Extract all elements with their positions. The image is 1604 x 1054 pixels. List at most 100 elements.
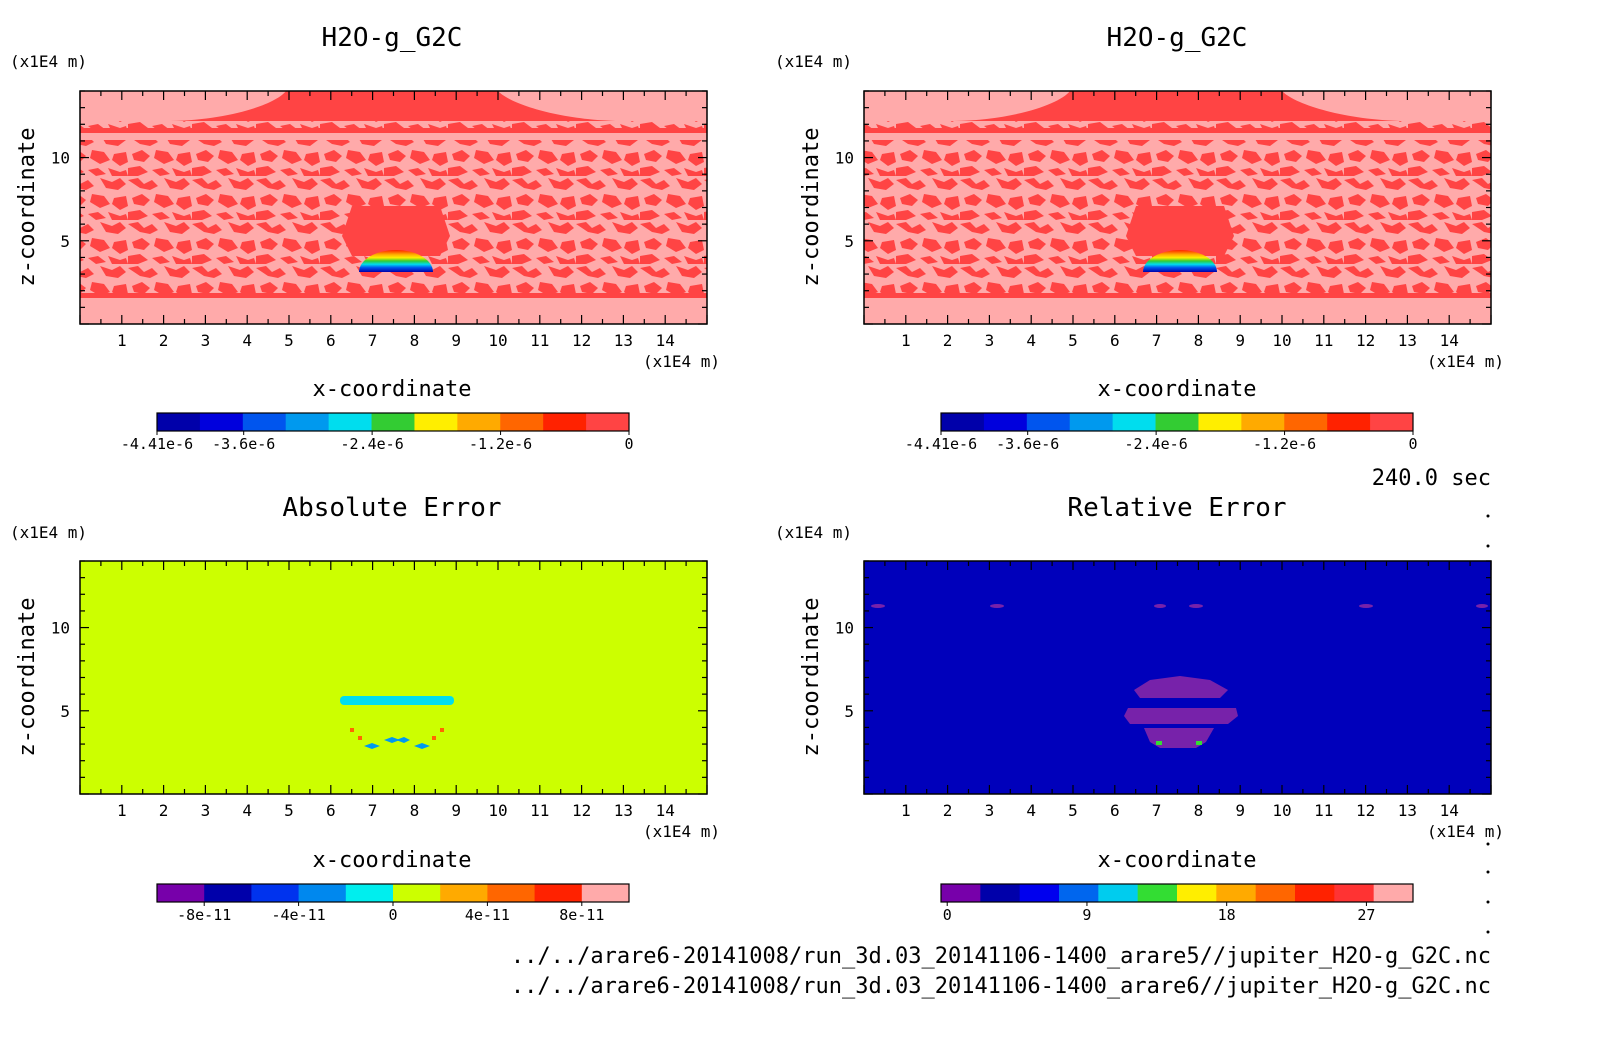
z-tick-label: 10: [51, 619, 70, 638]
panel-title: H2O-g_G2C: [322, 23, 463, 53]
colorbar-segment: [1059, 884, 1099, 902]
colorbar-segment: [251, 884, 300, 902]
colorbar-segment: [1098, 884, 1139, 902]
colorbar-segment: [1069, 413, 1114, 431]
colorbar-tick-label: -4.41e-6: [905, 435, 977, 453]
file-path-1: ../../arare6-20141008/run_3d.03_20141106…: [511, 944, 1491, 969]
x-axis-label: x-coordinate: [313, 848, 472, 873]
x-tick-label: 4: [1026, 331, 1036, 350]
x-tick-label: 14: [656, 801, 675, 820]
colorbar-segment: [371, 413, 415, 431]
edge-dots: [1486, 514, 1490, 934]
x-tick-label: 9: [451, 801, 461, 820]
plot-area: [863, 90, 1492, 325]
colorbar-segment: [1334, 884, 1375, 902]
x-unit-label: (x1E4 m): [1427, 822, 1504, 841]
colorbar-segment: [1216, 884, 1257, 902]
colorbar-tick-label: 4e-11: [465, 906, 510, 924]
x-tick-label: 1: [117, 801, 127, 820]
x-tick-label: 14: [656, 331, 675, 350]
colorbar-segment: [242, 413, 287, 431]
colorbar-segment: [534, 884, 583, 902]
x-tick-label: 1: [901, 331, 911, 350]
panel-field-arare5: H2O-g_G2C (x1E4 m) 1 2 3 4 5 6 7 8 9 10 11 12 13 14 5…: [10, 23, 720, 453]
colorbar-segment: [1295, 884, 1335, 902]
z-tick-label: 5: [844, 232, 854, 251]
plot-area: [863, 560, 1492, 795]
colorbar: -4.41e-6 -3.6e-6 -2.4e-6 -1.2e-6 0: [121, 412, 634, 453]
x-tick-label: 4: [242, 801, 252, 820]
colorbar-tick-label: 0: [1408, 435, 1417, 453]
colorbar-tick-label: -1.2e-6: [469, 435, 532, 453]
x-axis-label: x-coordinate: [313, 377, 472, 402]
colorbar-segment: [1198, 413, 1242, 431]
x-tick-label: 3: [201, 331, 211, 350]
x-tick-label: 12: [1356, 331, 1375, 350]
colorbar: -8e-11 -4e-11 0 4e-11 8e-11: [156, 883, 630, 924]
colorbar-segment: [285, 413, 330, 431]
colorbar-segment: [1284, 413, 1328, 431]
colorbar-tick-label: -4.41e-6: [121, 435, 193, 453]
colorbar-tick-label: -4e-11: [272, 906, 326, 924]
x-tick-label: 1: [901, 801, 911, 820]
x-tick-label: 6: [326, 331, 336, 350]
x-tick-label: 3: [985, 331, 995, 350]
x-tick-label: 6: [1110, 801, 1120, 820]
x-tick-label: 7: [1152, 331, 1162, 350]
colorbar-tick-label: 27: [1357, 906, 1375, 924]
colorbar-tick-label: -3.6e-6: [212, 435, 275, 453]
colorbar-tick-label: 0: [388, 906, 397, 924]
colorbar-segment: [1112, 413, 1157, 431]
colorbar-segment: [941, 413, 985, 431]
x-tick-label: 2: [159, 801, 169, 820]
colorbar-segment: [440, 884, 488, 902]
x-tick-label: 10: [1272, 801, 1291, 820]
colorbar-segment: [487, 884, 536, 902]
colorbar-segment: [543, 413, 587, 431]
colorbar: 0 9 18 27: [940, 883, 1414, 924]
z-axis-label: z-coordinate: [799, 128, 824, 287]
x-tick-label: 11: [530, 331, 549, 350]
colorbar-border: [940, 412, 1414, 432]
colorbar-tick-label: 0: [943, 906, 952, 924]
x-tick-label: 10: [488, 801, 507, 820]
x-tick-label: 3: [201, 801, 211, 820]
colorbar-segment: [500, 413, 544, 431]
x-tick-label: 8: [410, 801, 420, 820]
x-tick-label: 11: [1314, 331, 1333, 350]
x-tick-label: 8: [1194, 331, 1204, 350]
x-tick-label: 10: [488, 331, 507, 350]
plot-area: [79, 90, 708, 325]
colorbar-segment: [1026, 413, 1071, 431]
colorbar-segment: [328, 413, 373, 431]
colorbar-segment: [1373, 884, 1414, 902]
x-tick-label: 8: [410, 331, 420, 350]
x-unit-label: (x1E4 m): [1427, 352, 1504, 371]
x-tick-label: 14: [1440, 801, 1459, 820]
panel-relative-error: Relative Error (x1E4 m) 1 2 3 4 5 6 7 8 9 10 11 12 1…: [775, 493, 1504, 924]
x-tick-label: 13: [1398, 801, 1417, 820]
colorbar-segment: [199, 413, 244, 431]
x-tick-label: 6: [1110, 331, 1120, 350]
colorbar-segment: [157, 884, 205, 902]
x-tick-label: 7: [368, 331, 378, 350]
x-tick-label: 1: [117, 331, 127, 350]
z-tick-label: 5: [844, 702, 854, 721]
x-axis-label: x-coordinate: [1098, 848, 1257, 873]
z-tick-label: 10: [51, 149, 70, 168]
x-tick-label: 2: [159, 331, 169, 350]
x-axis-label: x-coordinate: [1098, 377, 1257, 402]
x-tick-label: 11: [1314, 801, 1333, 820]
x-tick-label: 2: [943, 331, 953, 350]
colorbar-segment: [1019, 884, 1060, 902]
x-tick-label: 9: [1235, 331, 1245, 350]
colorbar-tick-label: -1.2e-6: [1253, 435, 1316, 453]
colorbar-segment: [1241, 413, 1285, 431]
z-tick-label: 5: [60, 702, 70, 721]
colorbar-segment: [204, 884, 252, 902]
colorbar-segment: [1177, 884, 1217, 902]
colorbar-tick-label: 0: [624, 435, 633, 453]
x-tick-label: 5: [284, 801, 294, 820]
z-axis-label: z-coordinate: [15, 598, 40, 757]
x-tick-label: 9: [451, 331, 461, 350]
